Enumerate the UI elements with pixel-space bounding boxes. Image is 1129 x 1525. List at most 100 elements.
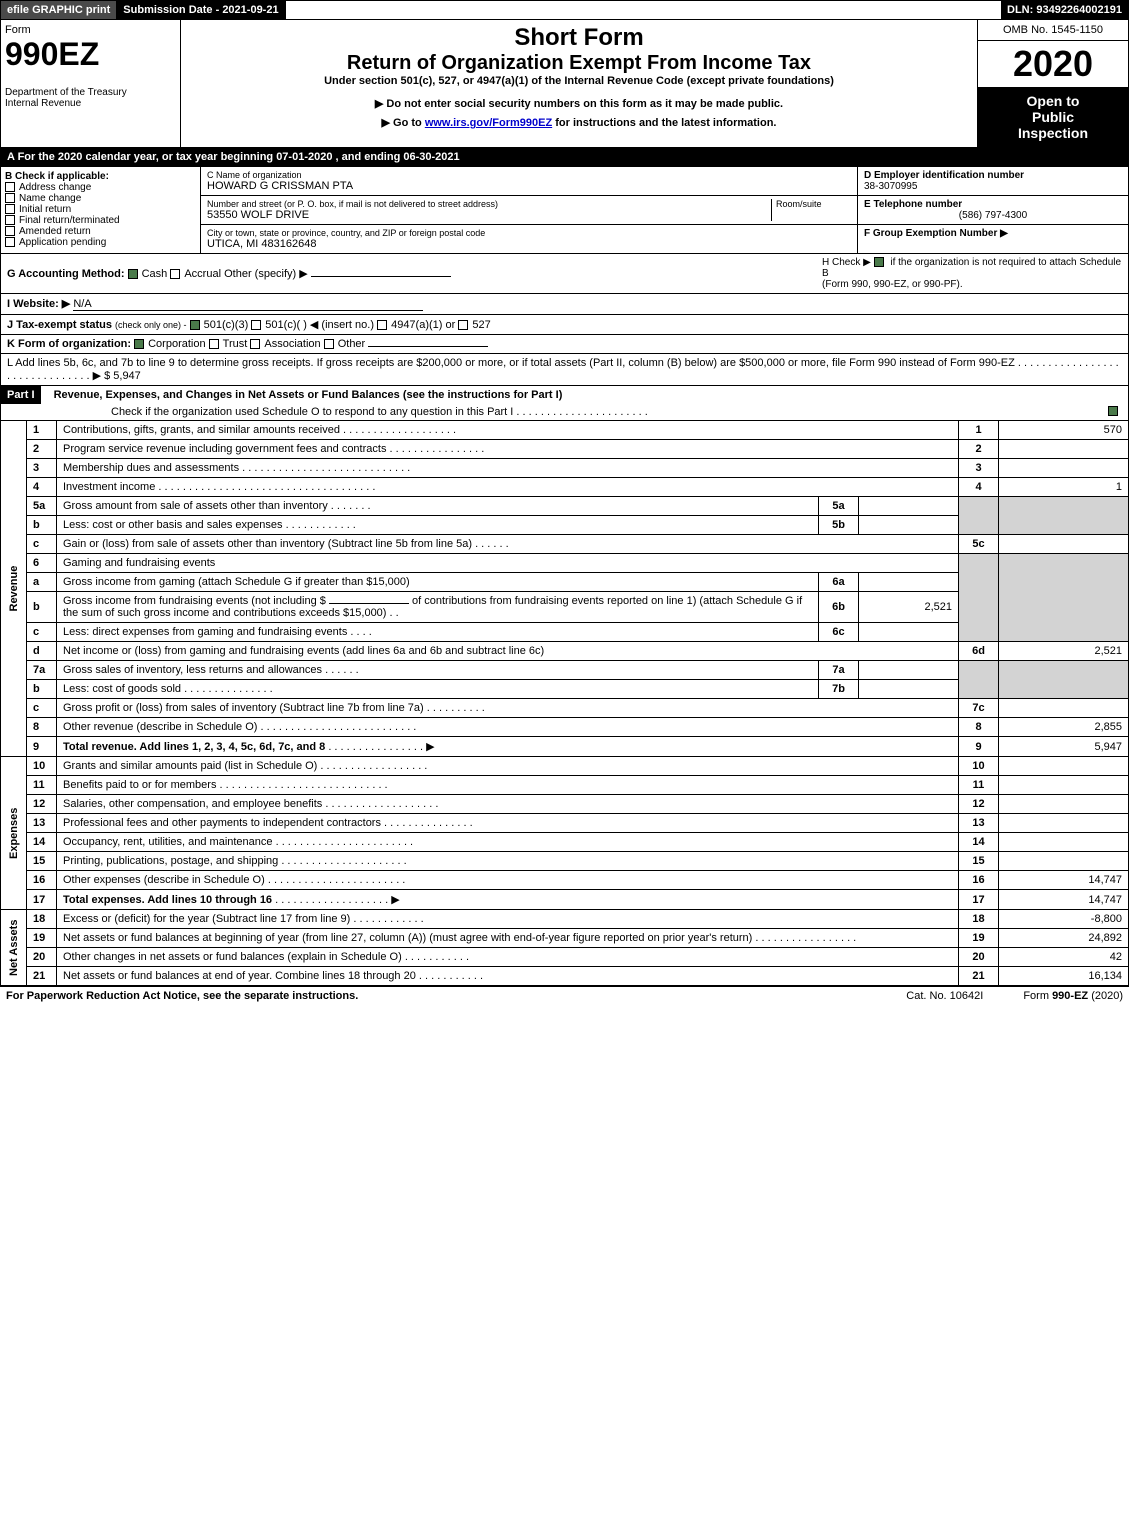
- num-11: 11: [27, 776, 57, 795]
- subval-7b: [859, 680, 959, 699]
- b-label: B Check if applicable:: [5, 171, 109, 182]
- val-4: 1: [999, 478, 1129, 497]
- line-4-desc: Investment income: [63, 481, 155, 493]
- warning-ssn: ▶ Do not enter social security numbers o…: [185, 97, 973, 110]
- num-7c: c: [27, 699, 57, 718]
- val-18: -8,800: [999, 910, 1129, 929]
- line-7c-desc: Gross profit or (loss) from sales of inv…: [63, 702, 424, 714]
- cb-501c3[interactable]: [190, 320, 200, 330]
- i-label: I Website: ▶: [7, 298, 70, 310]
- other-org-label: Other: [338, 338, 366, 350]
- num-12: 12: [27, 795, 57, 814]
- line-18-desc: Excess or (deficit) for the year (Subtra…: [63, 913, 350, 925]
- sub-5b: 5b: [819, 516, 859, 535]
- cb-corp[interactable]: [134, 339, 144, 349]
- open-line2: Public: [984, 109, 1122, 125]
- num-6a: a: [27, 573, 57, 592]
- j-small: (check only one) -: [115, 320, 187, 330]
- open-public-badge: Open to Public Inspection: [978, 87, 1128, 147]
- num-6: 6: [27, 554, 57, 573]
- linecol-15: 15: [959, 852, 999, 871]
- linecol-21: 21: [959, 967, 999, 986]
- num-6d: d: [27, 642, 57, 661]
- other-org-input[interactable]: [368, 346, 488, 347]
- other-input[interactable]: [311, 276, 451, 277]
- side-netassets: Net Assets: [1, 910, 27, 986]
- cb-amended[interactable]: [5, 226, 15, 236]
- cb-h[interactable]: [874, 257, 884, 267]
- num-16: 16: [27, 871, 57, 890]
- linecol-11: 11: [959, 776, 999, 795]
- cb-schedule-o[interactable]: [1108, 406, 1118, 416]
- num-9: 9: [27, 737, 57, 757]
- form-header: Form 990EZ Department of the Treasury In…: [0, 20, 1129, 148]
- cb-527[interactable]: [458, 320, 468, 330]
- form-word: Form: [5, 24, 176, 36]
- footer-right-pre: Form: [1023, 990, 1052, 1002]
- linecol-3: 3: [959, 459, 999, 478]
- linecol-7c: 7c: [959, 699, 999, 718]
- 501c3-label: 501(c)(3): [204, 319, 249, 331]
- shaded-6: [959, 554, 999, 642]
- 501c-label: 501(c)( ) ◀ (insert no.): [265, 319, 374, 331]
- g-label: G Accounting Method:: [7, 268, 125, 280]
- linecol-17: 17: [959, 890, 999, 910]
- line-3-desc: Membership dues and assessments: [63, 462, 239, 474]
- part1-label: Part I: [1, 386, 41, 404]
- irs-link[interactable]: www.irs.gov/Form990EZ: [425, 117, 552, 129]
- sub-7b: 7b: [819, 680, 859, 699]
- cb-accrual[interactable]: [170, 269, 180, 279]
- e-phone-label: E Telephone number: [864, 199, 962, 210]
- cb-501c[interactable]: [251, 320, 261, 330]
- linecol-6d: 6d: [959, 642, 999, 661]
- linecol-19: 19: [959, 929, 999, 948]
- cb-pending[interactable]: [5, 237, 15, 247]
- cb-amended-label: Amended return: [19, 226, 91, 237]
- num-8: 8: [27, 718, 57, 737]
- cb-trust[interactable]: [209, 339, 219, 349]
- efile-link[interactable]: efile GRAPHIC print: [1, 1, 117, 19]
- subval-6a: [859, 573, 959, 592]
- num-2: 2: [27, 440, 57, 459]
- cb-name[interactable]: [5, 193, 15, 203]
- dln: DLN: 93492264002191: [1001, 1, 1128, 19]
- num-3: 3: [27, 459, 57, 478]
- cb-assoc[interactable]: [250, 339, 260, 349]
- line-6a-desc: Gross income from gaming (attach Schedul…: [57, 573, 819, 592]
- cash-label: Cash: [142, 268, 168, 280]
- other-specify: Other (specify) ▶: [224, 268, 308, 280]
- row-k: K Form of organization: Corporation Trus…: [0, 335, 1129, 354]
- sub-6c: 6c: [819, 623, 859, 642]
- val-1: 570: [999, 421, 1129, 440]
- val-14: [999, 833, 1129, 852]
- line-11-desc: Benefits paid to or for members: [63, 779, 216, 791]
- cb-pending-label: Application pending: [19, 237, 106, 248]
- 6b-blank[interactable]: [329, 603, 409, 604]
- corp-label: Corporation: [148, 338, 205, 350]
- goto-line: ▶ Go to www.irs.gov/Form990EZ for instru…: [185, 116, 973, 129]
- l-amount: ▶ $ 5,947: [93, 370, 141, 382]
- form-number: 990EZ: [5, 36, 176, 73]
- cb-final[interactable]: [5, 215, 15, 225]
- irs-label: Internal Revenue: [5, 98, 176, 109]
- cb-initial[interactable]: [5, 204, 15, 214]
- cb-cash[interactable]: [128, 269, 138, 279]
- val-21: 16,134: [999, 967, 1129, 986]
- num-13: 13: [27, 814, 57, 833]
- val-15: [999, 852, 1129, 871]
- cb-address[interactable]: [5, 182, 15, 192]
- checkboxes-b: B Check if applicable: Address change Na…: [1, 167, 201, 253]
- footer-right: Form 990-EZ (2020): [1023, 990, 1123, 1002]
- sub-6b: 6b: [819, 592, 859, 623]
- subval-7a: [859, 661, 959, 680]
- num-17: 17: [27, 890, 57, 910]
- val-16: 14,747: [999, 871, 1129, 890]
- val-3: [999, 459, 1129, 478]
- cb-name-label: Name change: [19, 193, 81, 204]
- cb-other-org[interactable]: [324, 339, 334, 349]
- cb-4947[interactable]: [377, 320, 387, 330]
- line-1-desc: Contributions, gifts, grants, and simila…: [63, 424, 340, 436]
- short-form-title: Short Form: [185, 24, 973, 52]
- section-a-period: A For the 2020 calendar year, or tax yea…: [0, 148, 1129, 167]
- linecol-10: 10: [959, 757, 999, 776]
